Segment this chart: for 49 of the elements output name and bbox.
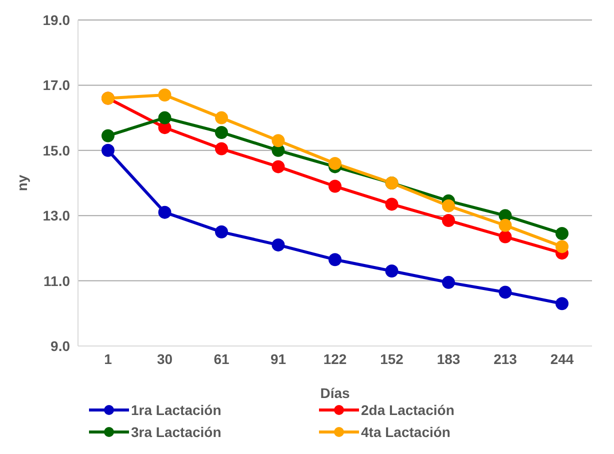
point [215, 142, 228, 156]
point [385, 264, 398, 278]
point [328, 253, 342, 266]
point [272, 134, 285, 148]
y-tick-label: 9.0 [50, 338, 70, 354]
legend-label: 4ta Lactación [361, 424, 450, 440]
x-tick-label: 152 [380, 350, 404, 367]
point [158, 206, 172, 219]
y-tick-label: 17.0 [42, 77, 70, 94]
y-tick-label: 13.0 [42, 208, 70, 224]
point [215, 111, 228, 124]
point [442, 199, 455, 212]
point [498, 230, 512, 244]
point [556, 297, 568, 310]
y-tick-label: 19.0 [42, 12, 70, 28]
point [556, 227, 568, 240]
legend-label: 1ra Lactación [131, 402, 222, 418]
y-tick-label: 11.0 [44, 272, 70, 289]
x-tick-label: 244 [550, 350, 574, 367]
point [158, 88, 172, 102]
y-axis-title: ny [14, 174, 30, 192]
x-tick-label: 122 [323, 350, 347, 367]
x-tick-label: 30 [156, 350, 173, 367]
point [442, 276, 455, 289]
x-tick-label: 61 [214, 350, 230, 367]
point [556, 240, 568, 254]
point [385, 198, 398, 211]
point [272, 238, 285, 252]
point [215, 225, 228, 238]
legend-label: 3ra Lactación [131, 424, 222, 440]
point [102, 129, 114, 142]
x-tick-label: 183 [436, 350, 460, 367]
x-axis-title: Días [320, 385, 350, 401]
point [498, 209, 512, 222]
point [272, 144, 285, 157]
point [272, 160, 285, 174]
point [498, 286, 512, 299]
point [158, 111, 172, 124]
x-tick-label: 213 [494, 350, 518, 367]
x-tick-label: 91 [270, 350, 286, 367]
x-tick-label: 1 [104, 350, 112, 367]
point [328, 180, 342, 193]
point [442, 214, 455, 227]
legend-label: 2da Lactación [361, 402, 454, 418]
point [215, 126, 228, 139]
point [328, 156, 342, 170]
y-tick-label: 15.0 [42, 142, 70, 158]
point [102, 144, 114, 157]
point [498, 218, 512, 232]
